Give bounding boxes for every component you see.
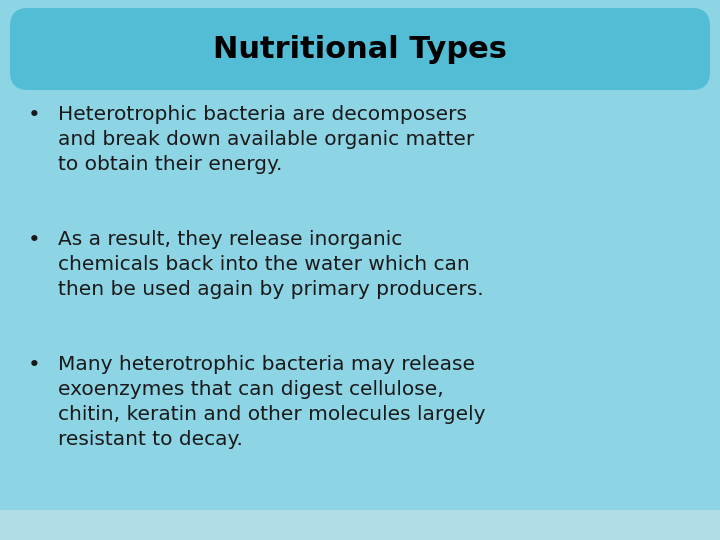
- Text: Nutritional Types: Nutritional Types: [213, 35, 507, 64]
- Text: Many heterotrophic bacteria may release
exoenzymes that can digest cellulose,
ch: Many heterotrophic bacteria may release …: [58, 355, 485, 449]
- Text: As a result, they release inorganic
chemicals back into the water which can
then: As a result, they release inorganic chem…: [58, 230, 484, 299]
- FancyBboxPatch shape: [10, 8, 710, 90]
- Text: •: •: [28, 105, 41, 125]
- Text: •: •: [28, 355, 41, 375]
- Text: •: •: [28, 230, 41, 250]
- FancyBboxPatch shape: [0, 510, 720, 540]
- Text: Heterotrophic bacteria are decomposers
and break down available organic matter
t: Heterotrophic bacteria are decomposers a…: [58, 105, 474, 174]
